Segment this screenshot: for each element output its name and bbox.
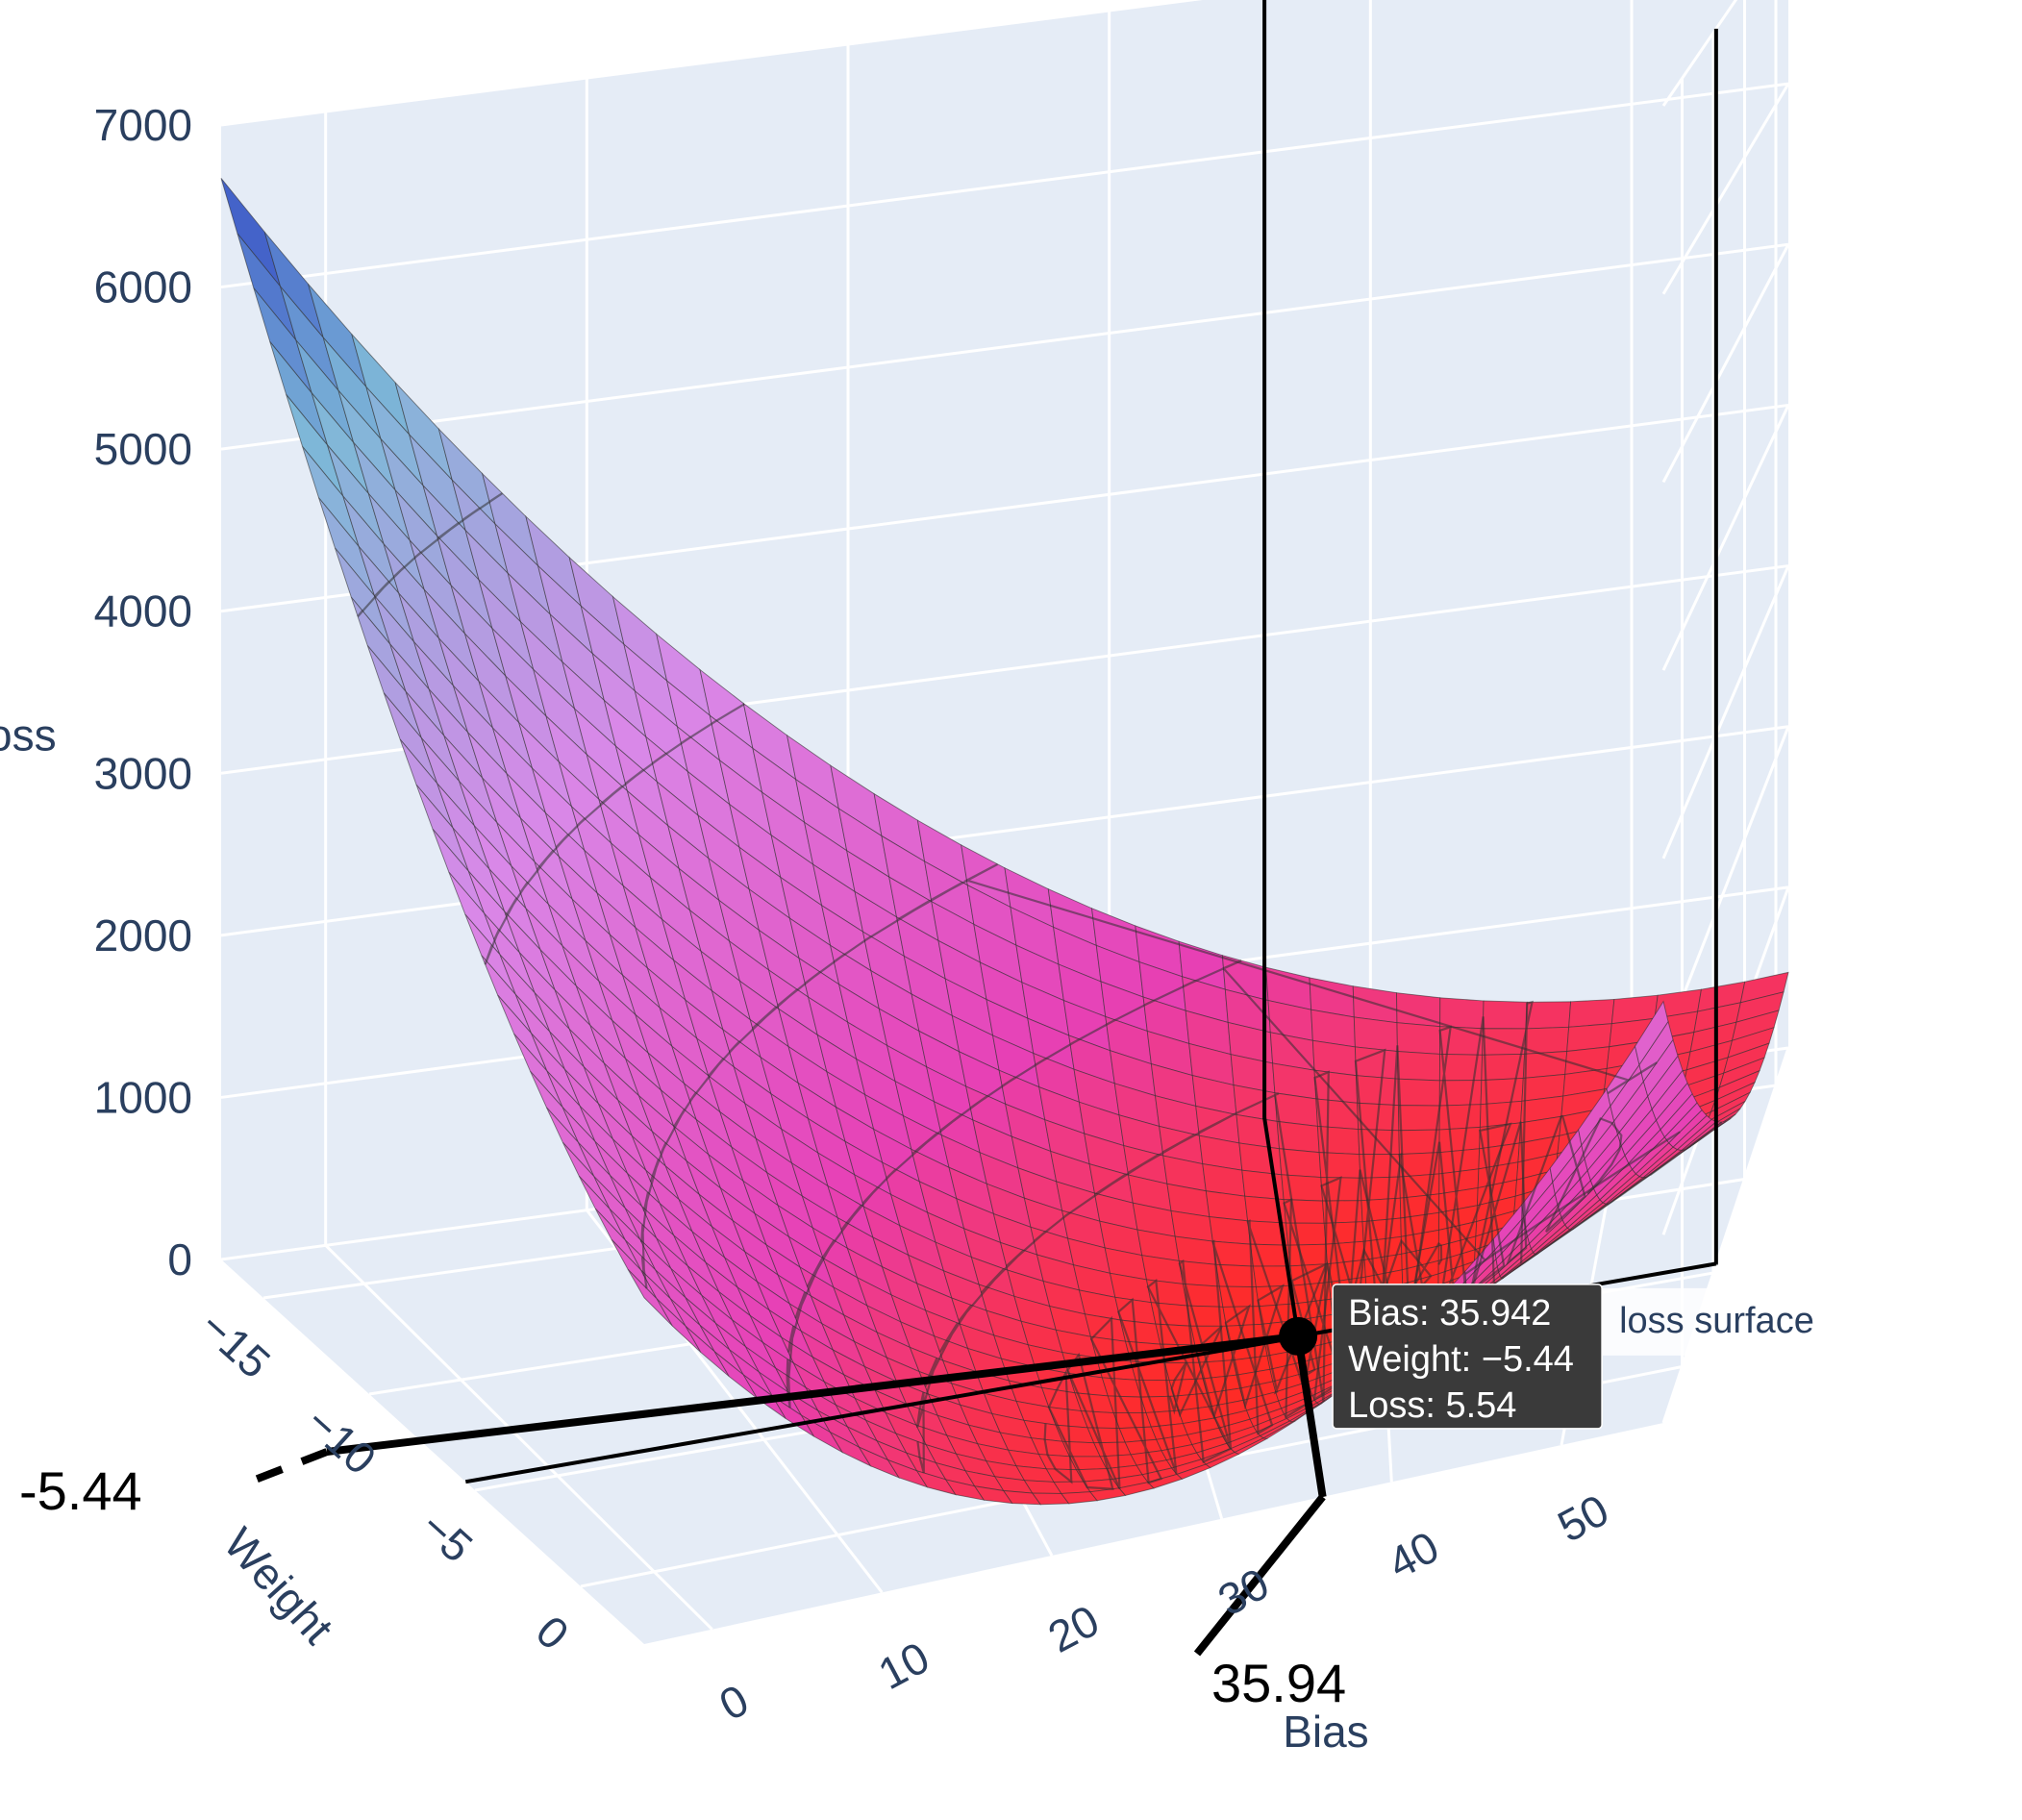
svg-text:5000: 5000 — [94, 424, 192, 474]
svg-text:−10: −10 — [296, 1397, 386, 1484]
svg-text:6000: 6000 — [94, 262, 192, 312]
svg-text:10: 10 — [870, 1632, 937, 1699]
tooltip-loss: Loss: 5.54 — [1348, 1385, 1516, 1426]
annotation-bias-value: 35.94 — [1211, 1653, 1346, 1713]
svg-text:2000: 2000 — [94, 910, 192, 960]
svg-text:Weight: Weight — [214, 1518, 343, 1654]
svg-text:0: 0 — [167, 1234, 192, 1284]
legend[interactable]: loss surface — [1602, 1288, 1852, 1356]
loss-surface-3d-plot[interactable]: 01000200030004000500060007000Loss0102030… — [0, 0, 2022, 1820]
legend-label: loss surface — [1619, 1301, 1814, 1341]
svg-text:−5: −5 — [412, 1501, 483, 1572]
svg-text:0: 0 — [527, 1606, 579, 1659]
svg-text:20: 20 — [1040, 1595, 1108, 1662]
svg-text:−15: −15 — [190, 1301, 280, 1388]
svg-text:50: 50 — [1550, 1484, 1617, 1552]
tooltip-bias: Bias: 35.942 — [1348, 1293, 1551, 1334]
svg-text:4000: 4000 — [94, 586, 192, 636]
chart-container: 01000200030004000500060007000Loss0102030… — [0, 0, 2022, 1820]
svg-text:3000: 3000 — [94, 748, 192, 798]
hover-tooltip: Bias: 35.942 Weight: −5.44 Loss: 5.54 — [1333, 1284, 1602, 1429]
svg-text:0: 0 — [711, 1675, 757, 1731]
svg-text:7000: 7000 — [94, 100, 192, 150]
annotation-weight-value: -5.44 — [19, 1460, 142, 1521]
svg-text:1000: 1000 — [94, 1072, 192, 1122]
svg-text:Bias: Bias — [1283, 1707, 1368, 1757]
tooltip-weight: Weight: −5.44 — [1348, 1339, 1574, 1380]
svg-text:Loss: Loss — [0, 711, 57, 760]
svg-text:40: 40 — [1380, 1521, 1447, 1588]
